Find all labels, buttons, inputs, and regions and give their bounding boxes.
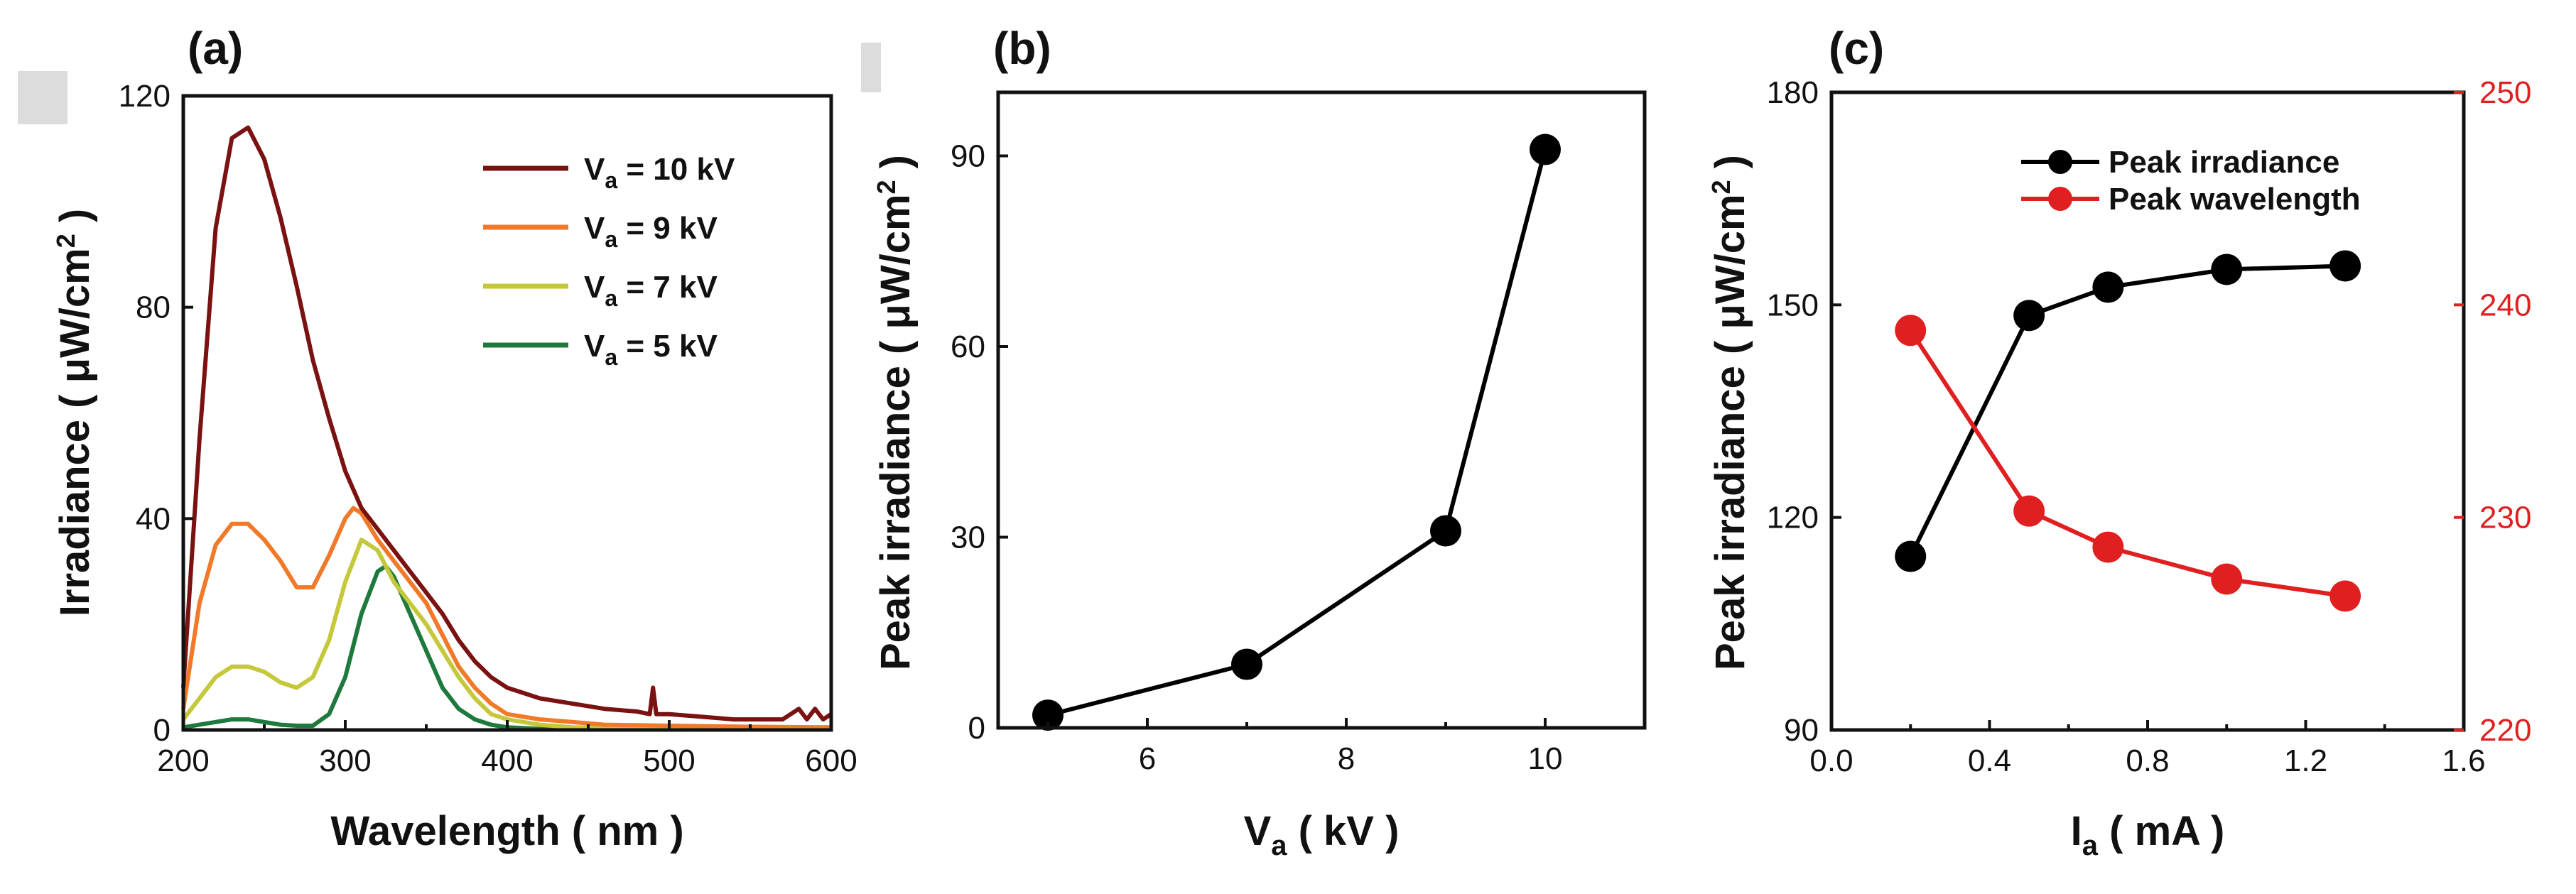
panel-b-ytick-label: 60 — [951, 329, 985, 364]
panel-a-legend-label: Va = 9 kV — [584, 211, 718, 252]
panel-c-point — [2329, 580, 2361, 612]
panel-c-legend-label: Peak irradiance — [2109, 145, 2339, 180]
panel-c-legend-marker — [2048, 187, 2072, 211]
panel-c-series-line — [1908, 263, 2346, 557]
panel-b-xtick-label: 6 — [1139, 741, 1156, 776]
panel-b-point — [1430, 515, 1461, 547]
panel-c-point — [2211, 563, 2243, 595]
panel-b-ytick-label: 30 — [951, 520, 985, 555]
panel-c-y2tick-label: 230 — [2479, 501, 2531, 535]
panel-c-y2tick-label: 240 — [2479, 288, 2531, 322]
panel-c-xtick-label: 0.4 — [1968, 743, 2011, 778]
panel-b-ticks: 6 8 10 0 30 60 90 — [951, 139, 1562, 777]
panel-c-xtick-label: 0.8 — [2126, 743, 2169, 778]
panel-a-xlabel: Wavelength ( nm ) — [330, 808, 683, 854]
panel-b-point — [1231, 648, 1262, 680]
panel-c-ytick-label: 90 — [1784, 713, 1819, 748]
gray-artifact — [861, 43, 881, 92]
panel-b-series-line — [1047, 148, 1547, 718]
panel-b-plot-area — [1032, 133, 1561, 731]
panel-a-legend-label: Va = 7 kV — [584, 270, 718, 311]
panel-c-series-line — [1908, 329, 2346, 599]
panel-label-c: (c) — [1829, 23, 1884, 74]
panel-b-point — [1032, 699, 1064, 731]
panel-a-xtick-label: 300 — [319, 743, 371, 778]
panel-c-xtick-label: 1.2 — [2284, 743, 2327, 778]
panel-a-ylabel: Irradiance ( μW/cm2 ) — [51, 209, 98, 616]
panel-c-y2tick-label: 250 — [2479, 75, 2531, 110]
panel-b-xlabel: Va ( kV ) — [1244, 808, 1400, 861]
panel-c-peak-vs-current: 0.0 0.4 0.8 1.2 1.6 90 120 150 180 220 230 240 250 I… — [1706, 75, 2531, 861]
panel-b-ytick-label: 0 — [968, 711, 985, 746]
panel-c-ticks: 0.0 0.4 0.8 1.2 1.6 90 120 150 180 220 230 240 250 — [1767, 75, 2532, 778]
panel-c-xtick-label: 0.0 — [1809, 743, 1853, 778]
panel-a-xtick-label: 400 — [481, 743, 533, 778]
panel-c-ylabel: Peak irradiance ( μW/cm2 ) — [1706, 155, 1753, 670]
panel-b-xtick-label: 10 — [1528, 741, 1563, 776]
panel-c-point — [1895, 315, 1927, 347]
panel-c-point — [1895, 540, 1927, 572]
gray-artifact — [18, 71, 67, 124]
panel-a-xtick-label: 500 — [643, 743, 695, 778]
panel-label-b: (b) — [993, 23, 1051, 74]
panel-a-legend-label: Va = 5 kV — [584, 329, 718, 370]
panel-b-point — [1530, 133, 1561, 165]
panel-a-legend-label: Va = 10 kV — [584, 152, 735, 193]
panel-a-ticks: 200 300 400 500 600 0 40 80 120 — [119, 79, 857, 778]
panel-c-plot-area — [1895, 250, 2361, 612]
panel-c-point — [2329, 250, 2361, 282]
panel-b-ylabel: Peak irradiance ( μW/cm2 ) — [872, 155, 919, 670]
panel-a-ytick-label: 120 — [119, 79, 171, 114]
panel-b-xtick-label: 8 — [1338, 741, 1355, 776]
panel-a-series-line — [181, 538, 832, 731]
panel-a-ytick-label: 40 — [136, 501, 171, 536]
panel-c-point — [2211, 254, 2243, 285]
panel-c-ytick-label: 150 — [1767, 288, 1819, 322]
panel-a-frame — [181, 94, 833, 732]
panel-a-legend: Va = 10 kV Va = 9 kV Va = 7 kV Va = 5 kV — [483, 152, 735, 370]
panel-c-ytick-label: 180 — [1767, 75, 1819, 110]
panel-label-a: (a) — [188, 23, 243, 74]
panel-c-point — [2013, 300, 2045, 332]
panel-c-y2tick-label: 220 — [2479, 713, 2531, 748]
panel-b-ytick-label: 90 — [951, 139, 985, 174]
panel-c-xtick-label: 1.6 — [2442, 743, 2485, 778]
panel-b-frame — [996, 90, 1647, 730]
panel-a-plot-area — [181, 125, 833, 732]
panel-a-irradiance-spectrum: 200 300 400 500 600 0 40 80 120 Wavelength ( nm … — [51, 79, 857, 854]
panel-c-xlabel: Ia ( mA ) — [2071, 808, 2225, 861]
panel-c-point — [2013, 495, 2045, 527]
panel-c-point — [2092, 531, 2124, 563]
panel-c-legend-label: Peak wavelength — [2109, 182, 2361, 217]
panel-a-xtick-label: 600 — [805, 743, 857, 778]
panel-a-series-line — [181, 125, 833, 722]
panel-a-series-line — [181, 506, 832, 730]
panel-a-ytick-label: 0 — [153, 713, 171, 748]
panel-a-series-line — [183, 564, 831, 732]
panel-a-xtick-label: 200 — [157, 743, 209, 778]
panel-a-ytick-label: 80 — [136, 290, 171, 325]
panel-c-ytick-label: 120 — [1767, 501, 1819, 535]
panel-b-peak-vs-voltage: 6 8 10 0 30 60 90 Va ( kV ) Peak irradiance ( … — [872, 90, 1647, 861]
panel-c-point — [2092, 271, 2124, 303]
panel-c-legend-marker — [2048, 150, 2072, 174]
